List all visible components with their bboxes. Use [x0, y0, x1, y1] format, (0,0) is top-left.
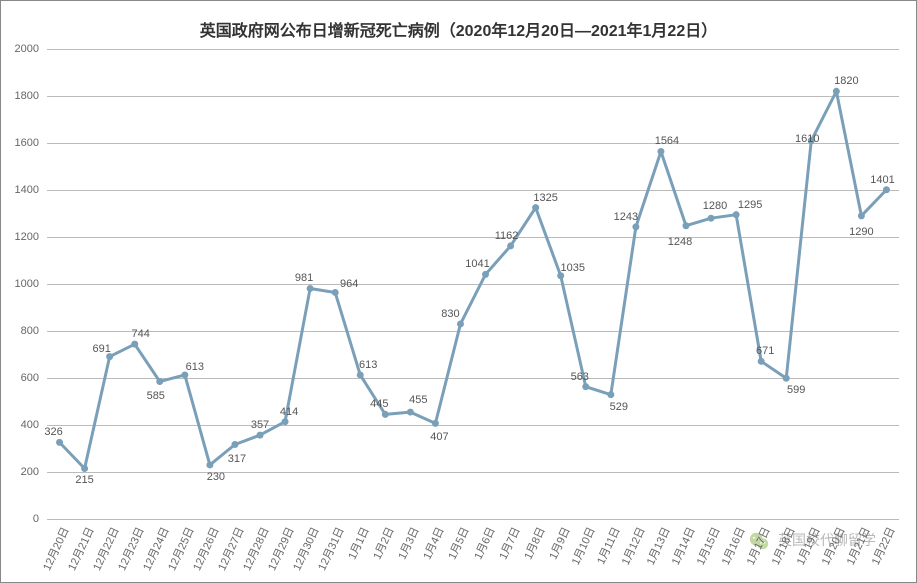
chart-title: 英国政府网公布日增新冠死亡病例（2020年12月20日—2021年1月22日） — [1, 17, 916, 41]
data-label: 1401 — [870, 174, 894, 186]
data-marker — [432, 420, 439, 427]
line-series — [47, 49, 899, 519]
y-tick-label: 1800 — [0, 90, 39, 102]
data-label: 744 — [132, 328, 150, 340]
y-tick-label: 1600 — [0, 137, 39, 149]
data-label: 585 — [147, 390, 165, 402]
data-marker — [708, 215, 715, 222]
y-tick-label: 0 — [0, 513, 39, 525]
data-marker — [582, 383, 589, 390]
data-label: 563 — [571, 371, 589, 383]
data-label: 407 — [430, 431, 448, 443]
data-label: 1035 — [560, 262, 584, 274]
data-marker — [758, 358, 765, 365]
data-label: 1564 — [655, 135, 679, 147]
data-marker — [231, 441, 238, 448]
data-label: 445 — [370, 398, 388, 410]
data-marker — [407, 409, 414, 416]
data-label: 1248 — [668, 236, 692, 248]
data-marker — [683, 222, 690, 229]
data-marker — [206, 461, 213, 468]
data-label: 215 — [75, 474, 93, 486]
data-marker — [257, 432, 264, 439]
data-marker — [307, 285, 314, 292]
x-tick-label: 1月6日 — [469, 524, 498, 562]
data-marker — [282, 418, 289, 425]
data-marker — [733, 211, 740, 218]
data-marker — [657, 148, 664, 155]
gridline — [47, 519, 899, 520]
data-marker — [783, 375, 790, 382]
data-marker — [56, 439, 63, 446]
data-marker — [131, 341, 138, 348]
series-line — [60, 91, 887, 468]
y-tick-label: 1000 — [0, 278, 39, 290]
data-marker — [332, 289, 339, 296]
data-label: 1820 — [834, 75, 858, 87]
x-tick-label: 1月2日 — [369, 524, 398, 562]
data-marker — [357, 371, 364, 378]
data-label: 613 — [186, 361, 204, 373]
data-label: 230 — [207, 471, 225, 483]
x-tick-label: 1月8日 — [519, 524, 548, 562]
data-label: 830 — [441, 308, 459, 320]
data-marker — [482, 271, 489, 278]
y-tick-label: 800 — [0, 325, 39, 337]
x-tick-label: 1月5日 — [444, 524, 473, 562]
data-marker — [156, 378, 163, 385]
data-label: 981 — [295, 272, 313, 284]
data-label: 599 — [787, 384, 805, 396]
data-marker — [457, 320, 464, 327]
data-label: 1243 — [614, 211, 638, 223]
y-tick-label: 400 — [0, 419, 39, 431]
data-marker — [858, 212, 865, 219]
data-marker — [507, 242, 514, 249]
data-marker — [532, 204, 539, 211]
data-label: 1290 — [849, 226, 873, 238]
data-marker — [607, 391, 614, 398]
data-label: 1325 — [533, 192, 557, 204]
y-tick-label: 1400 — [0, 184, 39, 196]
data-label: 1280 — [703, 200, 727, 212]
data-label: 1162 — [495, 230, 519, 242]
data-label: 671 — [756, 345, 774, 357]
data-label: 357 — [251, 419, 269, 431]
data-label: 691 — [92, 343, 110, 355]
data-label: 326 — [44, 426, 62, 438]
data-label: 613 — [359, 359, 377, 371]
data-label: 1041 — [465, 258, 489, 270]
data-label: 529 — [610, 401, 628, 413]
data-label: 1295 — [738, 199, 762, 211]
y-tick-label: 600 — [0, 372, 39, 384]
y-tick-label: 2000 — [0, 43, 39, 55]
data-label: 1610 — [795, 133, 819, 145]
data-marker — [632, 223, 639, 230]
data-label: 455 — [409, 394, 427, 406]
y-tick-label: 1200 — [0, 231, 39, 243]
data-marker — [833, 88, 840, 95]
data-label: 414 — [280, 406, 298, 418]
data-marker — [382, 411, 389, 418]
chart-container: 英国政府网公布日增新冠死亡病例（2020年12月20日—2021年1月22日） … — [0, 0, 917, 583]
data-marker — [883, 186, 890, 193]
data-marker — [81, 465, 88, 472]
y-tick-label: 200 — [0, 466, 39, 478]
data-label: 317 — [228, 453, 246, 465]
x-tick-label: 1月4日 — [419, 524, 448, 562]
x-tick-label: 1月7日 — [494, 524, 523, 562]
x-tick-label: 1月3日 — [394, 524, 423, 562]
data-label: 964 — [340, 278, 358, 290]
x-tick-label: 1月1日 — [344, 524, 373, 562]
plot-area: 326 215 691 744 585 613 230317 357 414 981 964 613 4… — [47, 49, 899, 519]
